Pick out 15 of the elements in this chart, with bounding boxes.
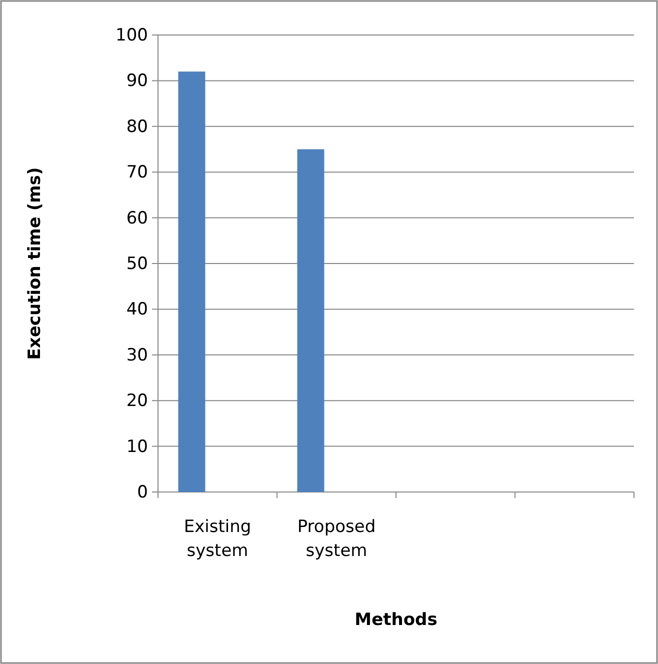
x-axis-title: Methods (354, 610, 438, 630)
y-tick-label: 10 (126, 436, 148, 457)
x-tick-label: Proposed system (297, 517, 376, 561)
y-tick-label: 70 (126, 162, 148, 183)
y-tick-label: 0 (137, 482, 148, 502)
y-tick-label: 60 (126, 208, 148, 228)
y-tick-label: 30 (126, 345, 148, 366)
x-tick-label: Existing system (184, 517, 252, 561)
y-tick-label: 40 (126, 300, 148, 320)
y-tick-label: 50 (126, 254, 148, 274)
y-tick-label: 80 (126, 116, 148, 137)
y-axis-title: Execution time (ms) (25, 167, 45, 360)
y-tick-label: 100 (116, 25, 148, 46)
y-tick-label: 90 (126, 71, 148, 92)
y-tick-label: 20 (126, 391, 148, 412)
